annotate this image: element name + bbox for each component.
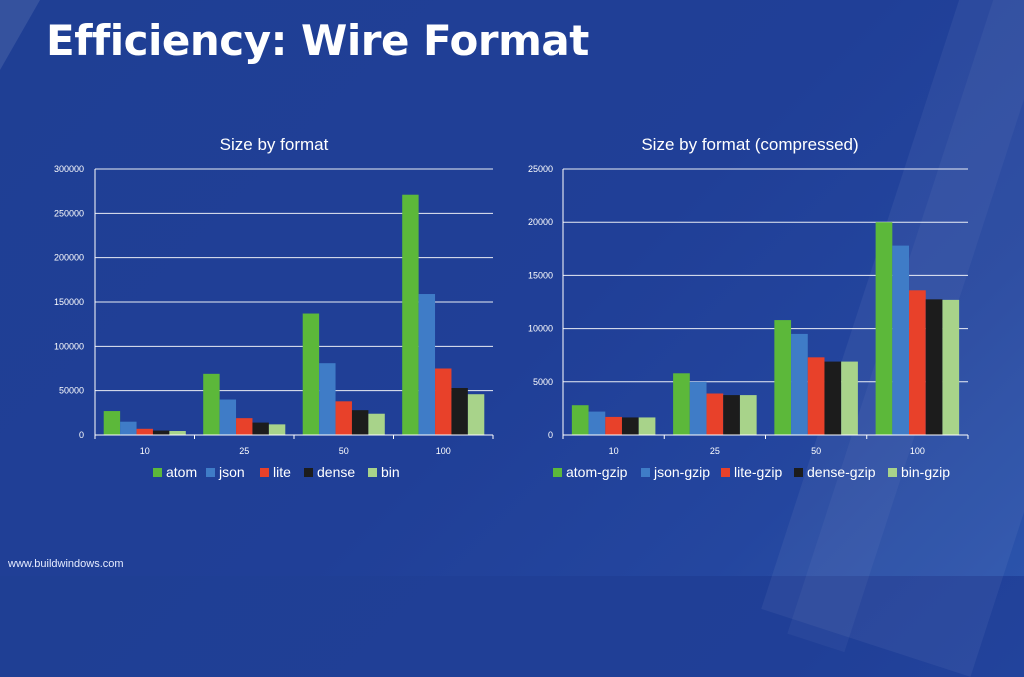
x-tick-label: 10 (140, 446, 150, 456)
bar-atom-25 (203, 373, 220, 435)
y-tick-label: 25000 (528, 164, 553, 174)
bar-dense-100 (451, 388, 468, 435)
x-tick-label: 100 (436, 446, 451, 456)
x-tick-label: 25 (710, 446, 720, 456)
y-tick-label: 150000 (54, 297, 84, 307)
slide-title: Efficiency: Wire Format (46, 16, 589, 65)
bar-lite-gzip-50 (807, 357, 825, 435)
legend-swatch-dense-gzip (794, 468, 803, 477)
x-tick-label: 100 (910, 446, 925, 456)
bar-atom-gzip-50 (774, 320, 792, 435)
bar-lite-gzip-100 (909, 290, 926, 435)
legend-swatch-bin (368, 468, 377, 477)
bar-atom-gzip-10 (571, 405, 589, 435)
bar-json-gzip-100 (892, 245, 910, 435)
bar-bin-25 (268, 424, 286, 435)
bar-bin-gzip-10 (638, 417, 656, 435)
bar-bin-100 (467, 394, 485, 435)
legend-swatch-json-gzip (641, 468, 650, 477)
bar-lite-100 (435, 368, 452, 435)
legend-swatch-bin-gzip (888, 468, 897, 477)
footer-url: www.buildwindows.com (8, 558, 124, 570)
bar-bin-gzip-25 (739, 395, 757, 435)
y-tick-label: 100000 (54, 341, 84, 351)
legend-swatch-lite-gzip (721, 468, 730, 477)
legend-label-atom-gzip: atom-gzip (566, 464, 628, 480)
y-tick-label: 10000 (528, 324, 553, 334)
legend-swatch-dense (304, 468, 313, 477)
bar-lite-gzip-10 (605, 416, 622, 435)
bar-atom-10 (103, 411, 121, 435)
legend-label-json: json (218, 464, 245, 480)
y-tick-label: 20000 (528, 217, 553, 227)
bar-bin-gzip-50 (841, 361, 858, 435)
bar-lite-10 (136, 428, 153, 435)
legend-swatch-atom (153, 468, 162, 477)
legend-swatch-json (206, 468, 215, 477)
bar-lite-25 (236, 418, 253, 435)
bar-bin-10 (169, 431, 186, 435)
bar-dense-10 (152, 430, 170, 435)
chart-title: Size by format (compressed) (641, 135, 858, 154)
x-tick-label: 50 (339, 446, 349, 456)
bar-dense-gzip-50 (824, 361, 842, 435)
bar-dense-gzip-10 (621, 417, 639, 435)
chart-title: Size by format (220, 135, 329, 154)
charts-canvas: Size by format05000010000015000020000025… (54, 135, 969, 480)
y-tick-label: 200000 (54, 253, 84, 263)
bar-atom-100 (402, 194, 419, 435)
bar-lite-gzip-25 (706, 393, 724, 435)
bar-atom-50 (302, 313, 320, 435)
legend-label-lite-gzip: lite-gzip (734, 464, 782, 480)
legend-label-dense-gzip: dense-gzip (807, 464, 876, 480)
legend-label-bin: bin (381, 464, 400, 480)
legend-swatch-atom-gzip (553, 468, 562, 477)
legend-label-json-gzip: json-gzip (653, 464, 710, 480)
bar-dense-25 (252, 422, 269, 435)
y-tick-label: 0 (79, 430, 84, 440)
bar-json-10 (120, 421, 137, 435)
x-tick-label: 10 (609, 446, 619, 456)
chart-1: Size by format 0 50000 100000 150000 200000 25… (54, 135, 494, 480)
bar-json-25 (219, 399, 237, 435)
bar-dense-gzip-25 (723, 395, 740, 435)
y-tick-label: 250000 (54, 208, 84, 218)
x-tick-label: 25 (239, 446, 249, 456)
y-tick-label: 50000 (59, 386, 84, 396)
bar-json-gzip-10 (588, 411, 606, 435)
legend-swatch-lite (260, 468, 269, 477)
bar-bin-50 (368, 413, 385, 435)
legend-label-lite: lite (273, 464, 291, 480)
bar-dense-50 (351, 410, 369, 435)
y-tick-label: 5000 (533, 377, 553, 387)
bar-bin-gzip-100 (942, 299, 960, 435)
y-tick-label: 300000 (54, 164, 84, 174)
bar-lite-50 (335, 401, 352, 435)
bar-json-50 (319, 363, 336, 435)
legend-label-dense: dense (317, 464, 355, 480)
bar-atom-gzip-100 (875, 222, 893, 435)
legend-label-atom: atom (166, 464, 197, 480)
bar-json-gzip-50 (791, 333, 808, 435)
y-tick-label: 15000 (528, 270, 553, 280)
bar-json-100 (418, 294, 436, 435)
x-tick-label: 50 (811, 446, 821, 456)
bar-json-gzip-25 (689, 381, 707, 435)
bar-atom-gzip-25 (673, 373, 690, 435)
bar-dense-gzip-100 (925, 299, 943, 435)
y-tick-label: 0 (548, 430, 553, 440)
legend-label-bin-gzip: bin-gzip (901, 464, 950, 480)
chart-2: Size by format (compressed) 0 5000 10000 150… (528, 135, 969, 480)
